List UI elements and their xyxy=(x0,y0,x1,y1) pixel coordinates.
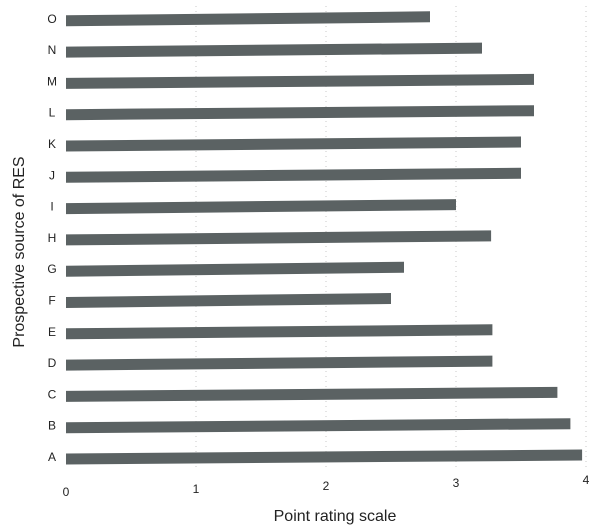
bar-I xyxy=(66,199,456,215)
bar-J xyxy=(66,167,521,183)
y-tick-label-A: A xyxy=(48,450,56,464)
bar-F xyxy=(66,293,391,308)
y-axis-title: Prospective source of RES xyxy=(11,156,28,347)
bars xyxy=(66,11,583,465)
bar-O xyxy=(66,11,430,27)
x-tick-label-0: 0 xyxy=(63,485,70,499)
bar-A xyxy=(66,449,583,465)
x-tick-labels: 0 1 2 3 4 xyxy=(63,473,590,499)
bar-H xyxy=(66,230,492,246)
bar-D xyxy=(66,355,493,371)
x-tick-label-4: 4 xyxy=(583,473,590,487)
y-tick-label-H: H xyxy=(48,231,57,245)
y-tick-label-I: I xyxy=(50,200,53,214)
y-tick-label-O: O xyxy=(47,12,56,26)
y-tick-label-D: D xyxy=(48,356,57,370)
y-tick-label-M: M xyxy=(47,74,57,88)
bar-E xyxy=(66,324,493,340)
y-tick-label-F: F xyxy=(48,294,55,308)
y-tick-label-B: B xyxy=(48,419,56,433)
y-tick-label-N: N xyxy=(48,43,57,57)
x-tick-label-2: 2 xyxy=(323,479,330,493)
y-tick-labels: A B C D E F G H I J K L M N O xyxy=(47,12,57,464)
bar-G xyxy=(66,261,404,277)
y-tick-label-G: G xyxy=(47,262,56,276)
y-tick-label-E: E xyxy=(48,325,56,339)
y-tick-label-K: K xyxy=(48,137,56,151)
y-tick-label-J: J xyxy=(49,168,55,182)
y-tick-label-L: L xyxy=(49,106,56,120)
bar-L xyxy=(66,105,534,121)
bar-B xyxy=(66,418,571,434)
bar-M xyxy=(66,73,534,89)
x-tick-label-3: 3 xyxy=(453,476,460,490)
bar-K xyxy=(66,136,521,152)
bar-N xyxy=(66,42,482,58)
bar-C xyxy=(66,386,558,402)
x-axis-title: Point rating scale xyxy=(274,508,397,525)
y-tick-label-C: C xyxy=(48,387,57,401)
x-tick-label-1: 1 xyxy=(193,482,200,496)
